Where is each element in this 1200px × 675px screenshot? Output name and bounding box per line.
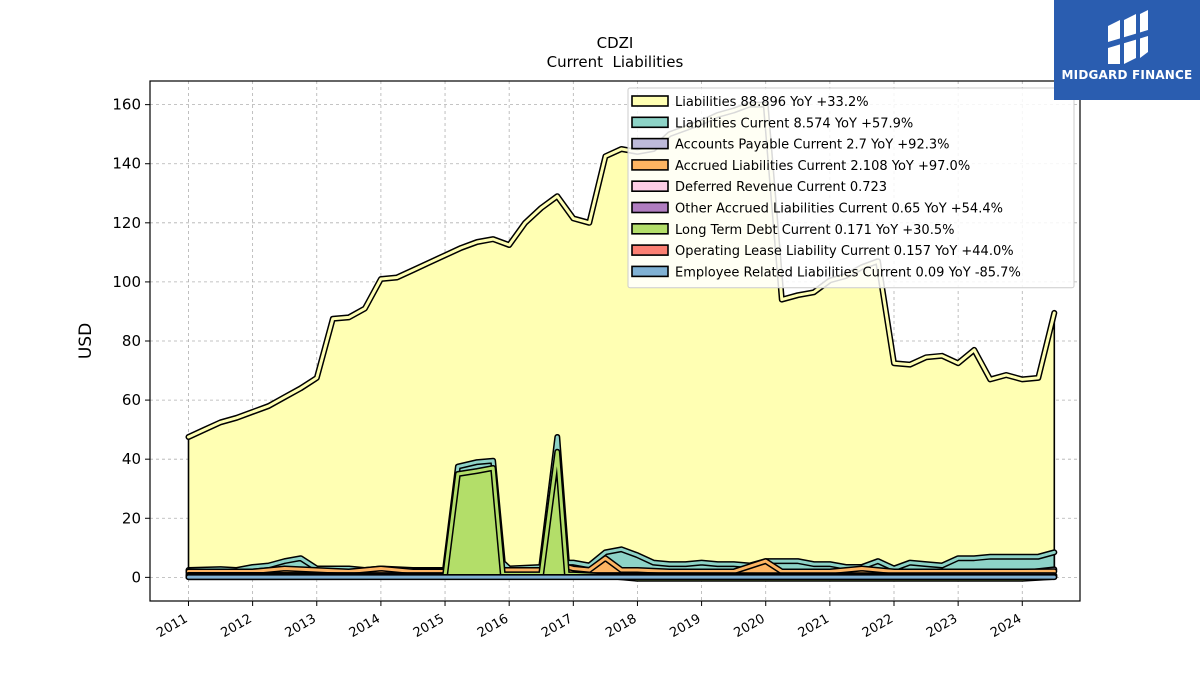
x-tick-label: 2022 (860, 611, 896, 641)
legend-swatch (631, 244, 669, 256)
chart-subtitle: Current Liabilities (547, 53, 684, 71)
legend-swatch (631, 265, 669, 278)
legend-label: Other Accrued Liabilities Current 0.65 Y… (675, 202, 1003, 217)
legend-label: Employee Related Liabilities Current 0.0… (675, 265, 1021, 280)
legend-label: Long Term Debt Current 0.171 YoY +30.5% (675, 223, 954, 238)
legend-label: Deferred Revenue Current 0.723 (675, 180, 887, 195)
series-line-3 (187, 556, 1056, 573)
y-tick-label: 60 (122, 391, 141, 409)
y-tick-label: 40 (122, 450, 141, 468)
legend-label: Accounts Payable Current 2.7 YoY +92.3% (675, 138, 949, 153)
x-tick-label: 2024 (988, 611, 1024, 641)
legend-swatch (631, 137, 669, 150)
x-tick-label: 2013 (283, 611, 319, 641)
legend-swatch (631, 201, 669, 214)
midgard-logo-icon (1108, 10, 1148, 64)
legend-label: Accrued Liabilities Current 2.108 YoY +9… (675, 159, 970, 174)
legend-swatch (631, 95, 669, 107)
x-tick-label: 2023 (924, 611, 960, 641)
y-tick-label: 160 (112, 96, 141, 114)
x-tick-label: 2012 (218, 611, 254, 641)
x-tick-label: 2016 (475, 611, 511, 641)
chart-title: CDZI (597, 34, 634, 52)
x-tick-label: 2020 (732, 611, 768, 641)
legend-swatch (631, 223, 669, 235)
y-tick-label: 140 (112, 155, 141, 173)
y-tick-label: 100 (112, 273, 141, 291)
brand-logo: MIDGARD FINANCE (1054, 0, 1200, 100)
x-tick-label: 2015 (411, 611, 447, 641)
x-tick-label: 2021 (796, 611, 832, 641)
x-ticks: 2011 2012 2013 2014 2015 2016 2017 2018 2019 2020… (154, 601, 1024, 641)
x-tick-label: 2011 (154, 611, 190, 641)
y-axis-label: USD (76, 323, 96, 359)
legend-label: Liabilities Current 8.574 YoY +57.9% (675, 116, 913, 131)
x-tick-label: 2014 (347, 611, 383, 641)
x-tick-label: 2018 (603, 611, 639, 641)
legend-swatch (631, 116, 669, 129)
legend-label: Liabilities 88.896 YoY +33.2% (675, 95, 869, 110)
legend-swatch (631, 159, 669, 171)
y-ticks: 0 20 40 60 80 100 120 140 160 (112, 96, 150, 586)
y-tick-label: 20 (122, 509, 141, 527)
series-line-0 (187, 103, 1056, 439)
y-tick-label: 80 (122, 332, 141, 350)
legend: Liabilities 88.896 YoY +33.2% Liabilities… (627, 87, 1075, 289)
legend-swatch (631, 180, 669, 192)
legend-box (627, 87, 1075, 289)
brand-name: MIDGARD FINANCE (1061, 68, 1193, 82)
legend-label: Operating Lease Liability Current 0.157 … (675, 244, 1014, 259)
x-tick-label: 2019 (667, 611, 703, 641)
y-tick-label: 0 (131, 568, 141, 586)
y-tick-label: 120 (112, 214, 141, 232)
x-tick-label: 2017 (539, 611, 575, 641)
